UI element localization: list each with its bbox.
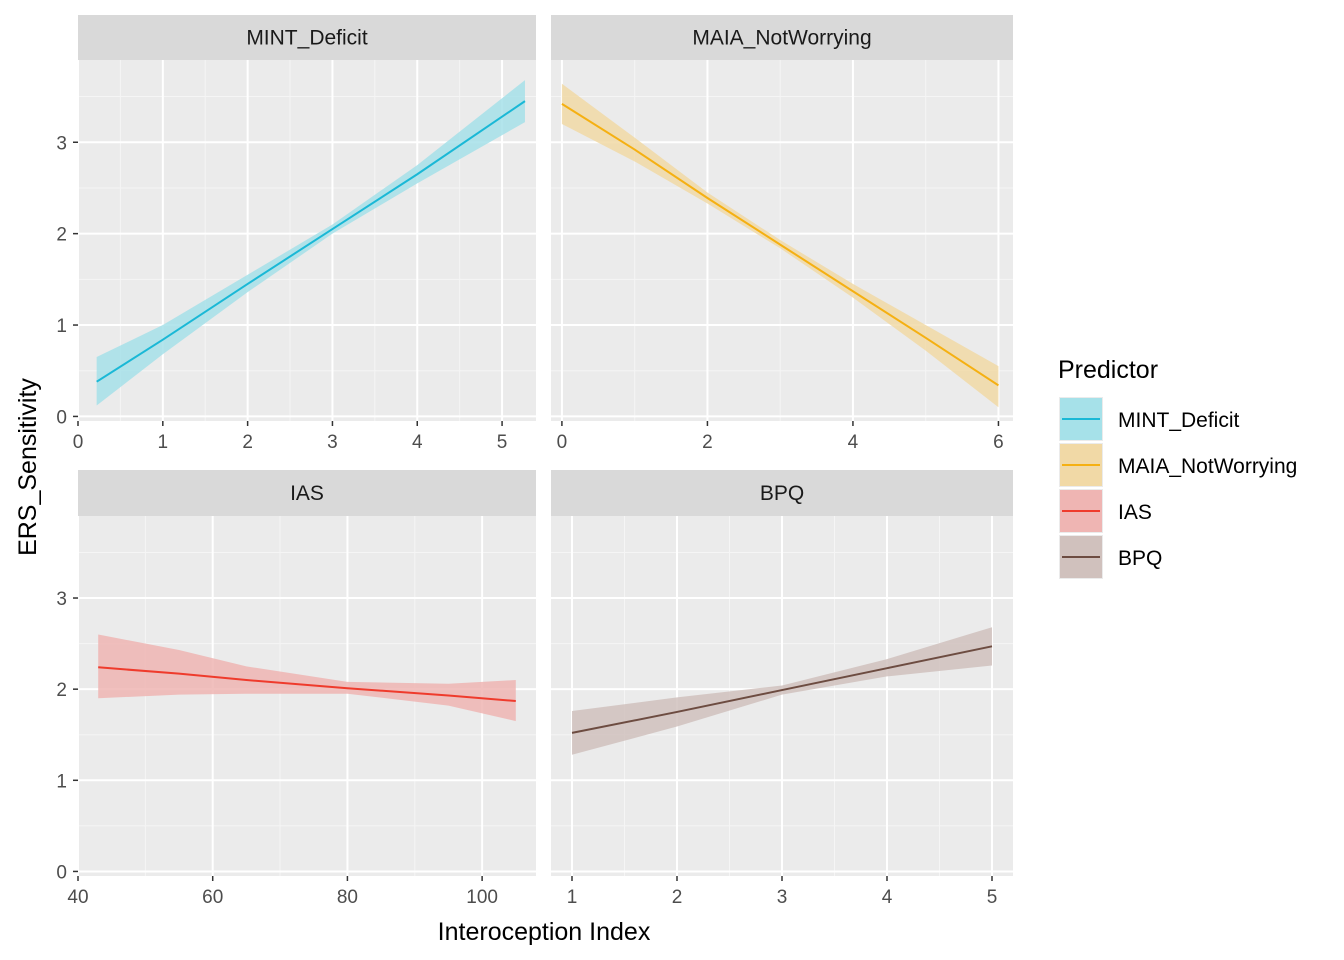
x-tick-label: 60: [202, 887, 223, 908]
x-axis-title: Interoception Index: [438, 918, 651, 946]
y-tick-label: 3: [56, 589, 67, 610]
y-axis-title: ERS_Sensitivity: [14, 378, 42, 556]
y-tick-label: 0: [56, 407, 67, 428]
x-tick-label: 1: [567, 887, 578, 908]
facet-strip: [551, 15, 1013, 60]
series-line: [98, 666, 516, 703]
facet-strip-label: MINT_Deficit: [246, 27, 368, 50]
x-tick-label: 4: [848, 432, 859, 453]
y-tick-label: 0: [56, 862, 67, 883]
series-line: [561, 103, 999, 387]
panel-maia-notworrying: MAIA_NotWorrying 0 2 4 6: [551, 15, 1013, 453]
series-line: [96, 100, 526, 383]
y-tick-label: 2: [56, 225, 67, 246]
facet-strip: [551, 470, 1013, 516]
legend-label: IAS: [1118, 501, 1152, 524]
facet-strip: [78, 15, 536, 60]
legend-item-mint-deficit: MINT_Deficit: [1059, 397, 1240, 441]
x-tick-label: 4: [882, 887, 893, 908]
facet-strip-label: MAIA_NotWorrying: [692, 27, 871, 50]
x-tick-label: 4: [412, 432, 423, 453]
x-tick-label: 1: [158, 432, 169, 453]
x-tick-label: 0: [73, 432, 84, 453]
x-tick-label: 100: [466, 887, 498, 908]
legend-title: Predictor: [1058, 356, 1158, 384]
legend-label: MINT_Deficit: [1118, 409, 1240, 432]
x-tick-label: 5: [497, 432, 508, 453]
facet-strip-label: IAS: [290, 482, 324, 505]
x-tick-label: 2: [242, 432, 253, 453]
legend-item-ias: IAS: [1059, 489, 1152, 533]
x-tick-label: 2: [672, 887, 683, 908]
y-tick-label: 1: [56, 771, 67, 792]
panel-ias: IAS 40 60 80 100 0 1 2 3: [56, 470, 536, 908]
panel-mint-deficit: MINT_Deficit 0 1 2 3 4 5 0 1 2 3: [56, 15, 536, 453]
legend-item-maia-notworrying: MAIA_NotWorrying: [1059, 443, 1297, 487]
confidence-band: [98, 634, 516, 722]
facet-strip: [78, 470, 536, 516]
x-tick-label: 2: [702, 432, 713, 453]
x-tick-label: 3: [327, 432, 338, 453]
panel-bpq: BPQ 1 2 3 4 5: [551, 470, 1013, 908]
legend-label: MAIA_NotWorrying: [1118, 455, 1297, 478]
x-tick-label: 0: [557, 432, 568, 453]
y-tick-label: 3: [56, 133, 67, 154]
x-tick-label: 40: [67, 887, 88, 908]
legend-label: BPQ: [1118, 547, 1162, 570]
legend-item-bpq: BPQ: [1059, 535, 1162, 579]
x-tick-label: 80: [337, 887, 358, 908]
x-tick-label: 3: [777, 887, 788, 908]
panel-background: [551, 60, 1013, 421]
x-tick-label: 6: [993, 432, 1004, 453]
legend: Predictor MINT_Deficit MAIA_NotWorrying IA…: [1058, 356, 1297, 579]
y-tick-label: 1: [56, 316, 67, 337]
facet-strip-label: BPQ: [760, 482, 804, 505]
x-tick-label: 5: [987, 887, 998, 908]
chart-panels: MINT_Deficit 0 1 2 3 4 5 0 1 2 3 MAIA_NotWorrying 0 2…: [56, 15, 1013, 908]
series-line: [571, 645, 993, 734]
y-tick-label: 2: [56, 680, 67, 701]
